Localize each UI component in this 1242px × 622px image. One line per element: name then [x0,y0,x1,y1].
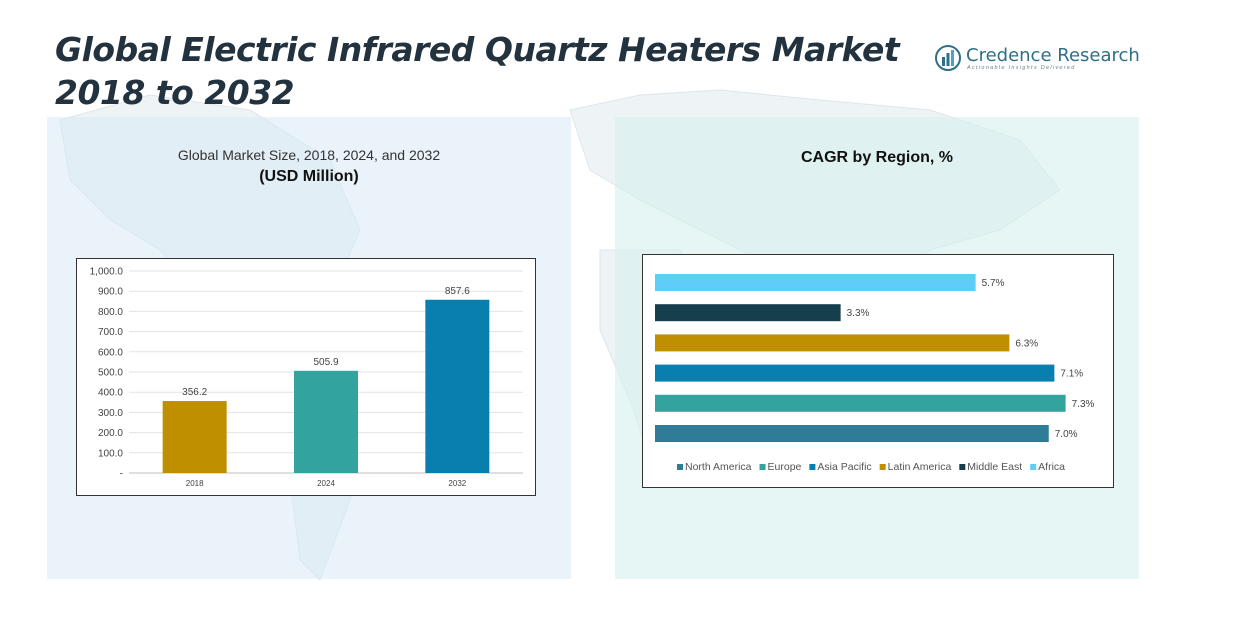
legend-label: Middle East [967,461,1022,473]
market-size-chart: - 100.0 200.0 300.0 400.0 500.0 600.0 700.0 800.… [76,258,536,496]
logo-name: Credence Research [966,45,1140,66]
cagr-bar-europe [655,394,1066,412]
bar-2032 [425,299,490,473]
cagr-bar-latin_america [655,334,1010,352]
x-tick-label: 2032 [448,479,466,488]
x-tick-label: 2018 [186,479,204,488]
legend-swatch [959,464,966,470]
cagr-bar-north_america [655,425,1049,442]
cagr-value-label: 5.7% [982,278,1005,289]
y-tick-label: 700.0 [98,327,123,338]
legend-label: North America [685,461,752,473]
logo-tagline: Actionable Insights Delivered [967,65,1076,71]
y-tick-label: 400.0 [98,388,123,399]
bar-2018 [162,401,227,473]
cagr-value-label: 6.3% [1015,338,1038,349]
legend-swatch [759,464,766,470]
legend-label: Africa [1038,461,1065,473]
cagr-chart: 5.7% 3.3% 6.3% 7.1% 7.3% 7.0% North America Eur… [642,254,1114,488]
y-tick-label: 500.0 [98,368,123,379]
y-tick-label: 200.0 [98,428,123,439]
bar-value-label: 356.2 [182,387,207,398]
legend-swatch [809,464,816,470]
title-line-1: Global Electric Infrared Quartz Heaters … [55,30,900,69]
legend-label: Latin America [888,461,952,473]
cagr-value-label: 7.0% [1055,429,1078,440]
cagr-bar-chart: 5.7% 3.3% 6.3% 7.1% 7.3% 7.0% North America Eur… [655,274,1095,473]
legend-swatch [1030,464,1037,470]
y-tick-label: 100.0 [98,448,123,459]
market-size-subtitle: Global Market Size, 2018, 2024, and 2032 [177,147,441,163]
y-tick-label: 1,000.0 [90,267,124,278]
legend-label: Asia Pacific [817,461,871,473]
bar-value-label: 857.6 [445,286,470,297]
cagr-bar-middle_east [655,304,841,322]
cagr-value-label: 7.1% [1060,369,1083,380]
cagr-bar-africa [655,274,976,291]
x-tick-label: 2024 [317,479,335,488]
cagr-value-label: 3.3% [847,308,870,319]
legend-swatch [677,464,683,470]
credence-research-logo: Credence Research Actionable Insights De… [934,44,1140,76]
legend-label: Europe [768,461,802,473]
y-tick-label: 800.0 [98,307,123,318]
bar-2024 [294,370,358,473]
bar-chart-logo-icon [935,45,961,71]
cagr-title: CAGR by Region, % [800,149,953,166]
y-tick-label: 300.0 [98,408,123,419]
y-tick-label: 600.0 [98,347,123,358]
cagr-bar-asia_pacific [655,364,1055,382]
legend-swatch [879,464,886,470]
market-size-unit: (USD Million) [259,168,359,185]
y-tick-label: 900.0 [98,287,123,298]
title-line-2: 2018 to 2032 [55,73,295,112]
market-size-bar-chart: - 100.0 200.0 300.0 400.0 500.0 600.0 700.0 800.… [90,267,523,488]
y-tick-label: - [120,469,123,480]
bar-value-label: 505.9 [313,357,338,368]
cagr-value-label: 7.3% [1072,399,1095,410]
page-title: Global Electric Infrared Quartz Heaters … [55,28,900,114]
